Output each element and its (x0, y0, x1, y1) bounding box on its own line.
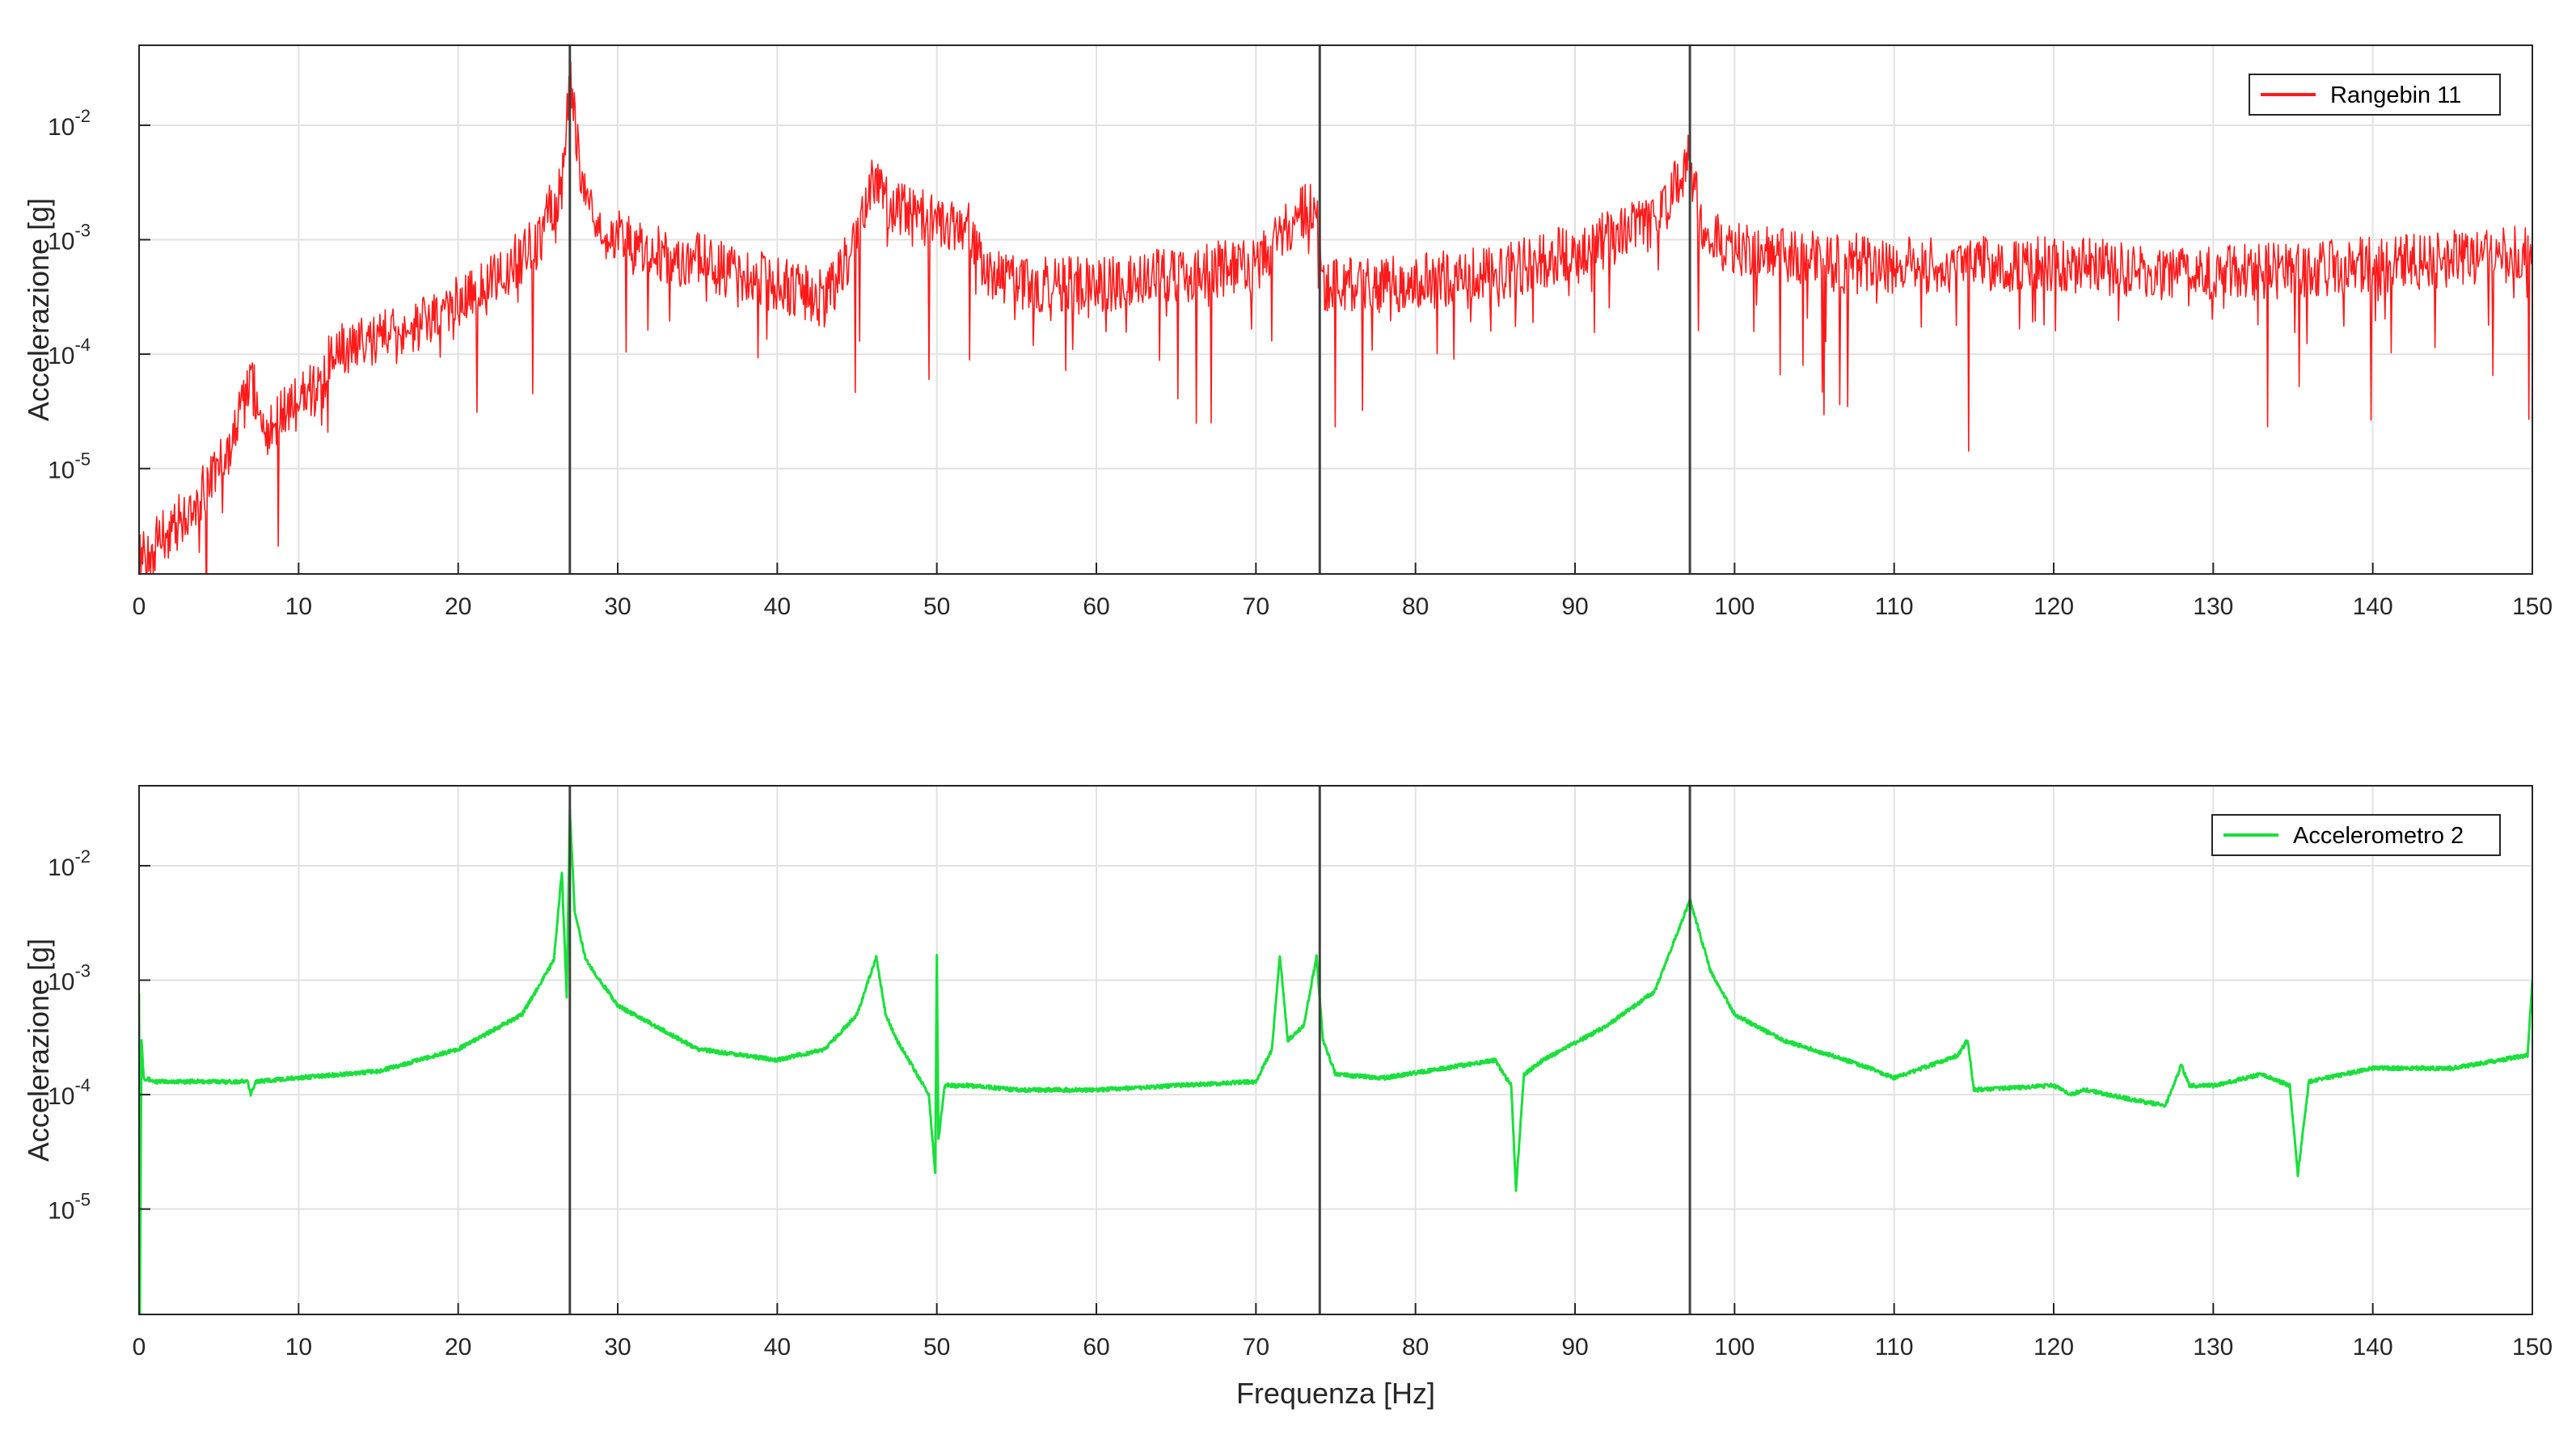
legend: Accelerometro 2 (2211, 814, 2501, 856)
y-tick-label: 10-2 (48, 106, 91, 141)
axes-frame (138, 785, 2533, 1315)
x-tick-label: 140 (2353, 593, 2393, 620)
plot-area (139, 786, 2532, 1314)
x-tick-label: 30 (604, 593, 631, 620)
y-tick-label: 10-3 (48, 221, 91, 255)
x-tick-label: 50 (923, 1334, 950, 1361)
y-tick-label: 10-5 (48, 449, 91, 484)
y-tick-label: 10-2 (48, 846, 91, 881)
legend-label: Rangebin 11 (2330, 82, 2461, 108)
x-tick-label: 40 (764, 593, 791, 620)
axes-frame (138, 44, 2533, 575)
x-tick-label: 20 (445, 593, 471, 620)
y-tick-label: 10-3 (48, 961, 91, 996)
x-tick-label: 110 (1875, 593, 1914, 620)
y-axis-label: Accelerazione [g] (22, 939, 55, 1162)
series-line (139, 808, 2532, 1314)
x-tick-label: 130 (2193, 1334, 2233, 1361)
x-tick-label: 10 (285, 593, 312, 620)
x-tick-label: 120 (2033, 1334, 2074, 1361)
x-axis-label: Frequenza [Hz] (1236, 1377, 1435, 1410)
x-tick-label: 40 (764, 1334, 791, 1361)
x-tick-label: 80 (1402, 593, 1429, 620)
x-tick-label: 150 (2512, 593, 2553, 620)
x-tick-label: 60 (1083, 593, 1109, 620)
y-tick-label: 10-4 (48, 1075, 91, 1110)
series-line (139, 61, 2532, 574)
x-tick-label: 20 (445, 1334, 471, 1361)
y-tick-label: 10-5 (48, 1190, 91, 1225)
x-tick-label: 90 (1561, 1334, 1588, 1361)
x-tick-label: 0 (133, 1334, 146, 1361)
x-tick-label: 100 (1714, 593, 1755, 620)
x-tick-label: 60 (1083, 1334, 1109, 1361)
x-tick-label: 150 (2512, 1334, 2553, 1361)
x-tick-label: 130 (2193, 593, 2233, 620)
x-tick-label: 30 (604, 1334, 631, 1361)
x-tick-label: 140 (2353, 1334, 2393, 1361)
x-tick-label: 90 (1561, 593, 1588, 620)
x-tick-label: 50 (923, 593, 950, 620)
x-tick-label: 70 (1243, 1334, 1269, 1361)
legend: Rangebin 11 (2249, 74, 2501, 116)
x-tick-label: 70 (1243, 593, 1269, 620)
chart-bottom: 0 10 20 30 40 50 60 70 80 90 100 110 120 130 140 150 10-… (22, 785, 2553, 1410)
y-tick-label: 10-4 (48, 335, 91, 369)
y-axis-label: Accelerazione [g] (22, 198, 55, 421)
x-tick-label: 10 (285, 1334, 312, 1361)
legend-label: Accelerometro 2 (2293, 823, 2464, 849)
x-tick-label: 120 (2033, 593, 2074, 620)
chart-top: 0 10 20 30 40 50 60 70 80 90 100 110 120 130 140 150 10-… (22, 44, 2553, 620)
x-tick-label: 0 (133, 593, 146, 620)
x-tick-label: 110 (1875, 1334, 1914, 1361)
x-tick-label: 100 (1714, 1334, 1755, 1361)
x-tick-label: 80 (1402, 1334, 1429, 1361)
